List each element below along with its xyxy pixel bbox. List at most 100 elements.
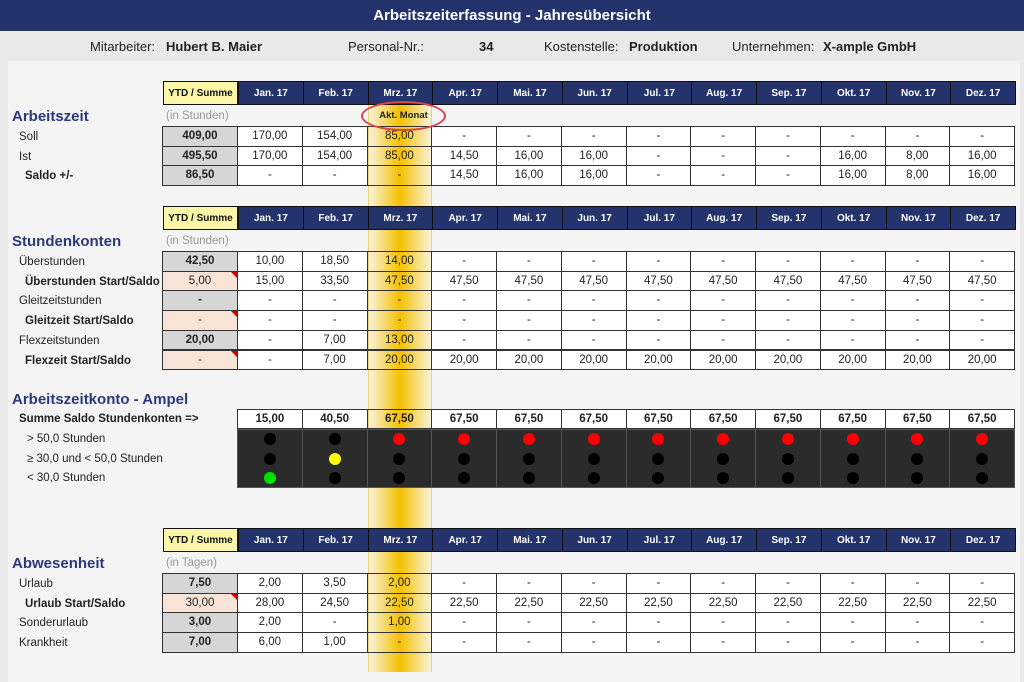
value-cell[interactable]: - bbox=[755, 632, 821, 653]
value-cell[interactable]: 14,50 bbox=[431, 145, 497, 167]
value-cell[interactable]: - bbox=[949, 251, 1015, 272]
value-cell[interactable]: - bbox=[949, 126, 1015, 147]
value-cell[interactable]: 170,00 bbox=[237, 145, 303, 167]
value-cell[interactable]: - bbox=[301, 612, 368, 634]
value-cell[interactable]: - bbox=[431, 290, 497, 312]
value-cell[interactable]: - bbox=[755, 290, 821, 312]
value-cell[interactable]: 20,00 bbox=[431, 349, 497, 371]
value-cell[interactable]: - bbox=[237, 329, 303, 351]
value-cell[interactable]: 16,00 bbox=[949, 145, 1015, 167]
value-cell[interactable]: 16,00 bbox=[819, 165, 886, 187]
value-cell[interactable]: - bbox=[949, 612, 1015, 634]
value-cell[interactable]: 6,00 bbox=[237, 632, 303, 653]
value-cell[interactable]: 16,00 bbox=[560, 145, 627, 167]
value-cell[interactable]: - bbox=[496, 290, 562, 312]
value-cell[interactable]: 20,00 bbox=[884, 349, 951, 371]
value-cell[interactable]: - bbox=[301, 165, 368, 187]
value-cell[interactable]: - bbox=[755, 612, 821, 634]
value-cell[interactable]: - bbox=[366, 165, 433, 187]
value-cell[interactable]: 16,00 bbox=[560, 165, 627, 187]
ytd-cell[interactable]: 42,50 bbox=[162, 251, 238, 272]
value-cell[interactable]: - bbox=[301, 290, 368, 312]
value-cell[interactable]: 28,00 bbox=[237, 592, 303, 614]
value-cell[interactable]: - bbox=[366, 310, 433, 331]
value-cell[interactable]: - bbox=[496, 126, 562, 147]
value-cell[interactable]: - bbox=[560, 251, 627, 272]
value-cell[interactable]: 8,00 bbox=[884, 145, 951, 167]
value-cell[interactable]: - bbox=[755, 310, 821, 331]
value-cell[interactable]: - bbox=[884, 329, 951, 351]
value-cell[interactable]: - bbox=[819, 329, 886, 351]
value-cell[interactable]: 20,00 bbox=[949, 349, 1015, 371]
value-cell[interactable]: - bbox=[237, 290, 303, 312]
value-cell[interactable]: - bbox=[690, 632, 756, 653]
value-cell[interactable]: - bbox=[884, 251, 951, 272]
value-cell[interactable]: 15,00 bbox=[237, 270, 303, 292]
value-cell[interactable]: 7,00 bbox=[301, 349, 368, 371]
value-cell[interactable]: - bbox=[560, 612, 627, 634]
value-cell[interactable]: - bbox=[431, 329, 497, 351]
value-cell[interactable]: 33,50 bbox=[301, 270, 368, 292]
value-cell[interactable]: 3,50 bbox=[301, 573, 368, 594]
value-cell[interactable]: 170,00 bbox=[237, 126, 303, 147]
ytd-cell[interactable]: 5,00 bbox=[162, 270, 238, 292]
ytd-cell[interactable]: 30,00 bbox=[162, 592, 238, 614]
value-cell[interactable]: 14,00 bbox=[366, 251, 433, 272]
value-cell[interactable]: 22,50 bbox=[560, 592, 627, 614]
ytd-cell[interactable]: 3,00 bbox=[162, 612, 238, 634]
ytd-cell[interactable]: - bbox=[162, 310, 238, 331]
value-cell[interactable]: 20,00 bbox=[690, 349, 756, 371]
ytd-cell[interactable]: 86,50 bbox=[162, 165, 238, 187]
value-cell[interactable]: - bbox=[625, 165, 692, 187]
value-cell[interactable]: - bbox=[884, 290, 951, 312]
value-cell[interactable]: 16,00 bbox=[819, 145, 886, 167]
value-cell[interactable]: 20,00 bbox=[496, 349, 562, 371]
value-cell[interactable]: 1,00 bbox=[366, 612, 433, 634]
value-cell[interactable]: - bbox=[431, 632, 497, 653]
value-cell[interactable]: - bbox=[690, 165, 756, 187]
value-cell[interactable]: 22,50 bbox=[366, 592, 433, 614]
ytd-cell[interactable]: 20,00 bbox=[162, 329, 238, 351]
value-cell[interactable]: - bbox=[237, 165, 303, 187]
value-cell[interactable]: 22,50 bbox=[496, 592, 562, 614]
value-cell[interactable]: - bbox=[690, 612, 756, 634]
value-cell[interactable]: - bbox=[949, 329, 1015, 351]
ytd-cell[interactable]: 7,50 bbox=[162, 573, 238, 594]
value-cell[interactable]: - bbox=[496, 329, 562, 351]
value-cell[interactable]: - bbox=[625, 632, 692, 653]
value-cell[interactable]: - bbox=[949, 310, 1015, 331]
value-cell[interactable]: - bbox=[819, 612, 886, 634]
value-cell[interactable]: 22,50 bbox=[625, 592, 692, 614]
value-cell[interactable]: 2,00 bbox=[237, 573, 303, 594]
value-cell[interactable]: 22,50 bbox=[884, 592, 951, 614]
value-cell[interactable]: 47,50 bbox=[690, 270, 756, 292]
value-cell[interactable]: - bbox=[949, 290, 1015, 312]
value-cell[interactable]: 10,00 bbox=[237, 251, 303, 272]
value-cell[interactable]: - bbox=[884, 632, 951, 653]
value-cell[interactable]: - bbox=[625, 126, 692, 147]
value-cell[interactable]: - bbox=[560, 310, 627, 331]
value-cell[interactable]: 20,00 bbox=[755, 349, 821, 371]
value-cell[interactable]: - bbox=[690, 290, 756, 312]
value-cell[interactable]: - bbox=[625, 251, 692, 272]
value-cell[interactable]: - bbox=[366, 290, 433, 312]
value-cell[interactable]: 16,00 bbox=[496, 145, 562, 167]
value-cell[interactable]: - bbox=[496, 310, 562, 331]
value-cell[interactable]: 18,50 bbox=[301, 251, 368, 272]
value-cell[interactable]: - bbox=[884, 126, 951, 147]
value-cell[interactable]: 20,00 bbox=[366, 349, 433, 371]
value-cell[interactable]: 13,00 bbox=[366, 329, 433, 351]
value-cell[interactable]: - bbox=[755, 251, 821, 272]
value-cell[interactable]: - bbox=[560, 290, 627, 312]
value-cell[interactable]: - bbox=[431, 251, 497, 272]
value-cell[interactable]: - bbox=[949, 632, 1015, 653]
value-cell[interactable]: 22,50 bbox=[690, 592, 756, 614]
value-cell[interactable]: - bbox=[625, 145, 692, 167]
value-cell[interactable]: 47,50 bbox=[949, 270, 1015, 292]
value-cell[interactable]: - bbox=[431, 573, 497, 594]
value-cell[interactable]: - bbox=[560, 126, 627, 147]
value-cell[interactable]: - bbox=[690, 310, 756, 331]
value-cell[interactable]: 2,00 bbox=[366, 573, 433, 594]
value-cell[interactable]: 1,00 bbox=[301, 632, 368, 653]
value-cell[interactable]: 8,00 bbox=[884, 165, 951, 187]
